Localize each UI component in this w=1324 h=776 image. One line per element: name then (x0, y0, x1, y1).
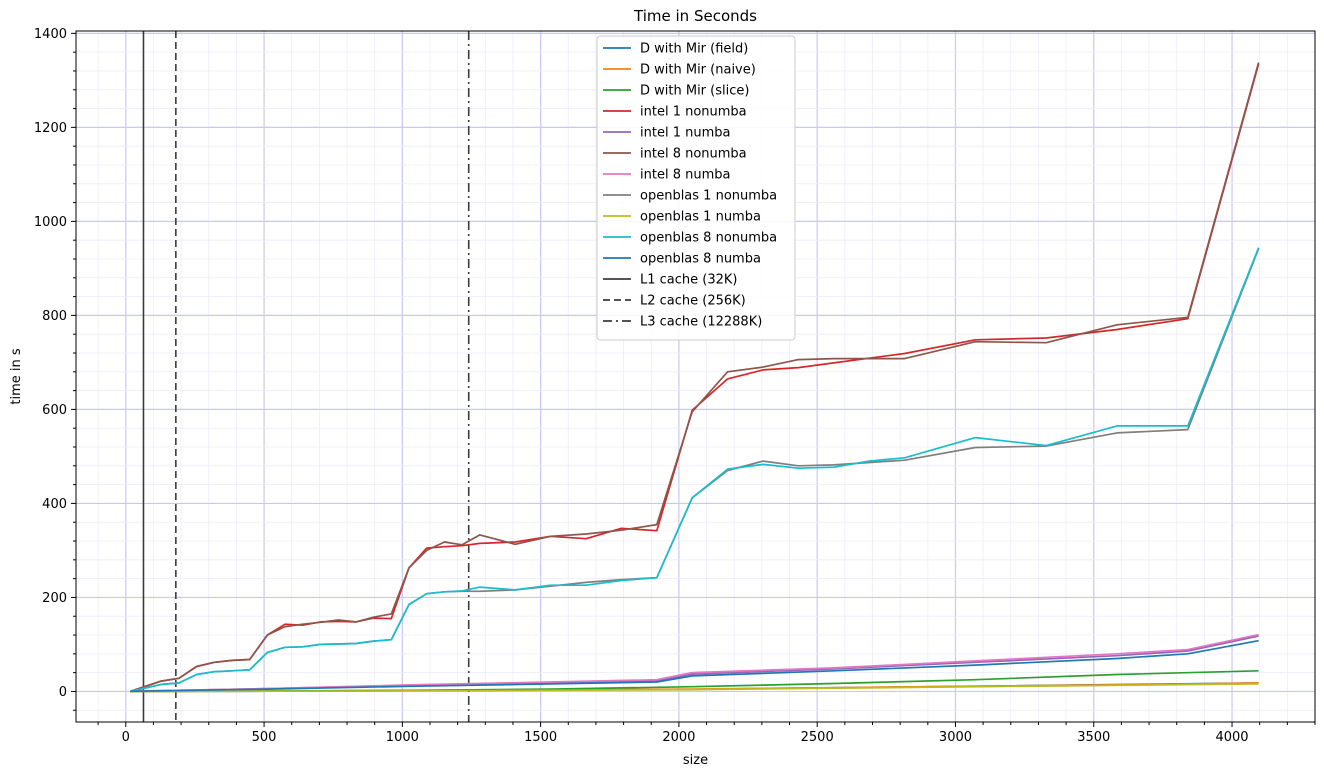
chart-title: Time in Seconds (633, 7, 757, 25)
axes: 0 500 1000 1500 2000 2500 3000 3500 4000 0 200 400 6… (34, 27, 1316, 745)
legend-label: L2 cache (256K) (640, 294, 746, 309)
x-tick-label: 1000 (386, 730, 419, 745)
legend-label: D with Mir (slice) (640, 84, 749, 99)
legend-label: intel 1 numba (640, 126, 730, 141)
series-line (130, 247, 1260, 693)
y-tick-label: 0 (59, 685, 67, 700)
series-line (130, 635, 1259, 693)
y-tick-label: 1200 (34, 121, 67, 136)
x-tick-label: 500 (252, 730, 277, 745)
x-tick-label: 2500 (801, 730, 834, 745)
legend-label: openblas 1 nonumba (640, 189, 777, 204)
cache-lines (142, 31, 470, 722)
y-tick-label: 600 (42, 403, 67, 418)
y-tick-label: 1400 (34, 27, 67, 42)
legend-label: D with Mir (naive) (640, 63, 756, 78)
series-line (130, 633, 1259, 693)
legend-label: L1 cache (32K) (640, 273, 738, 288)
x-tick-label: 1500 (524, 730, 557, 745)
legend-label: D with Mir (field) (640, 42, 748, 57)
x-tick-label: 4000 (1215, 730, 1248, 745)
legend-label: intel 8 nonumba (640, 147, 747, 162)
x-tick-label: 3500 (1077, 730, 1110, 745)
series-lines (129, 62, 1260, 693)
legend-label: openblas 8 nonumba (640, 231, 777, 246)
legend-box (596, 35, 796, 341)
legend-label: intel 1 nonumba (640, 105, 747, 120)
series-line (130, 683, 1259, 693)
x-tick-label: 0 (122, 730, 130, 745)
legend-label: intel 8 numba (640, 168, 730, 183)
y-tick-label: 1000 (34, 215, 67, 230)
legend-label: openblas 1 numba (640, 210, 761, 225)
series-line (130, 639, 1259, 693)
x-axis-label: size (683, 753, 708, 768)
legend: D with Mir (field) D with Mir (naive) D wi… (596, 35, 796, 341)
series-line (129, 62, 1260, 693)
y-tick-label: 400 (42, 497, 67, 512)
x-tick-label: 3000 (939, 730, 972, 745)
y-axis-label: time in s (9, 348, 24, 404)
x-tick-label: 2000 (662, 730, 695, 745)
plot-frame (75, 30, 1316, 723)
legend-label: L3 cache (12288K) (640, 315, 762, 330)
legend-label: openblas 8 numba (640, 252, 761, 267)
y-tick-label: 800 (42, 309, 67, 324)
y-tick-label: 200 (42, 591, 67, 606)
